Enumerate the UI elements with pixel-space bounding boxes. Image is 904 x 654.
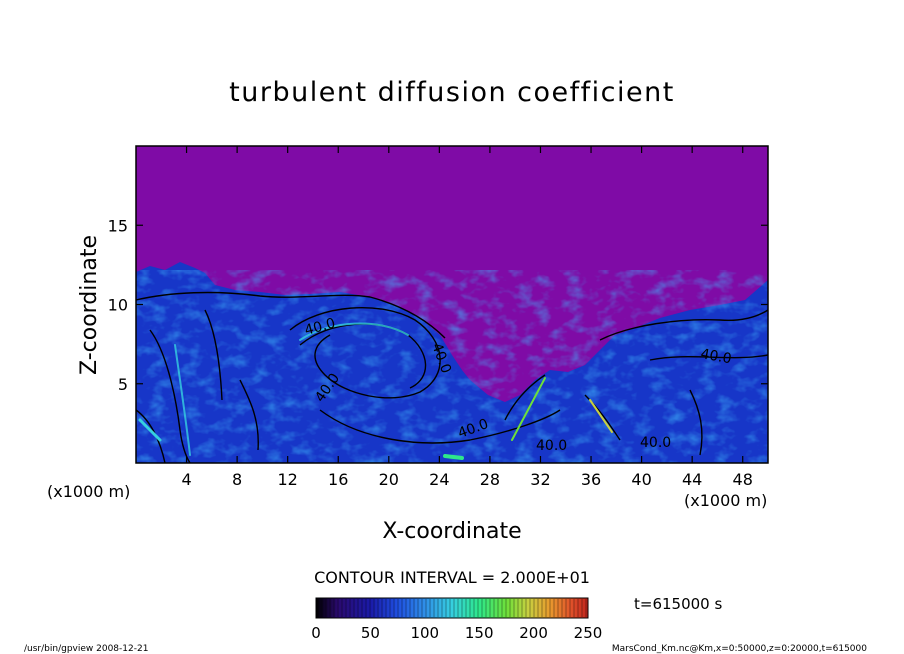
contour-line [136, 409, 166, 463]
x-tick-label: 32 [530, 470, 550, 489]
y-tick-label: 15 [108, 216, 128, 235]
contour-line [319, 409, 561, 444]
contour-line [239, 379, 259, 451]
x-tick-label: 12 [278, 470, 298, 489]
x-tick-label: 4 [181, 470, 191, 489]
contour-label: 40.0 [640, 435, 671, 451]
contour-label: 40.0 [303, 315, 337, 339]
x-tick-label: 48 [733, 470, 753, 489]
x-tick-label: 16 [328, 470, 348, 489]
colorbar-gradient [315, 597, 589, 619]
contour-line [149, 329, 191, 463]
contour-line [584, 394, 621, 441]
x-tick-label: 24 [429, 470, 449, 489]
colorbar-tick-label: 150 [465, 624, 494, 642]
y-axis-ticks: 5 10 15 [108, 216, 768, 394]
contour-label: 40.0 [699, 346, 732, 367]
contour-line [504, 374, 546, 421]
x-axis-ticks: 4 8 12 16 20 24 28 32 36 40 44 48 [181, 146, 753, 489]
footer-right: MarsCond_Km.nc@Km,x=0:50000,z=0:20000,t=… [612, 644, 867, 654]
colorbar-ticks: 0 50 100 150 200 250 [311, 599, 602, 642]
x-tick-label: 20 [379, 470, 399, 489]
x-tick-label: 28 [480, 470, 500, 489]
x-tick-label: 40 [631, 470, 651, 489]
colorbar-tick-label: 50 [361, 624, 380, 642]
x-axis-unit-right: (x1000 m) [684, 491, 767, 510]
colorbar-tick-label: 0 [311, 624, 321, 642]
high-value-streaks [138, 322, 613, 460]
footer-left: /usr/bin/gpview 2008-12-21 [24, 644, 148, 654]
streak [443, 454, 464, 460]
contour-line [599, 309, 768, 341]
contour-line [289, 306, 441, 399]
contour-label: 40.0 [536, 438, 567, 454]
x-axis-unit-left: (x1000 m) [47, 482, 130, 501]
contour-line [689, 389, 703, 456]
contour-line [649, 354, 768, 361]
y-tick-label: 10 [108, 296, 128, 315]
colorbar-tick-label: 250 [574, 624, 603, 642]
contour-line [136, 291, 446, 339]
colorbar-tick-label: 100 [410, 624, 439, 642]
colorbar-tick-label: 200 [519, 624, 548, 642]
plot-area: 40.0 40.0 40.0 40.0 40.0 40.0 40.0 [136, 146, 768, 463]
streak [138, 418, 162, 442]
contour-line [204, 309, 223, 401]
colorbar: 0 50 100 150 200 250 [311, 597, 602, 642]
time-label: t=615000 s [634, 595, 722, 613]
turbulence-texture [136, 270, 768, 463]
x-tick-label: 36 [581, 470, 601, 489]
contour-interval-label: CONTOUR INTERVAL = 2.000E+01 [314, 568, 590, 587]
x-axis-label: X-coordinate [382, 519, 521, 544]
streak [511, 377, 546, 441]
x-tick-label: 44 [682, 470, 702, 489]
streak [174, 344, 191, 456]
streak [589, 399, 613, 433]
chart-title: turbulent diffusion coefficient [229, 77, 675, 108]
y-tick-label: 5 [118, 375, 128, 394]
streak [299, 322, 409, 341]
x-tick-label: 8 [232, 470, 242, 489]
y-axis-label: Z-coordinate [77, 235, 102, 375]
